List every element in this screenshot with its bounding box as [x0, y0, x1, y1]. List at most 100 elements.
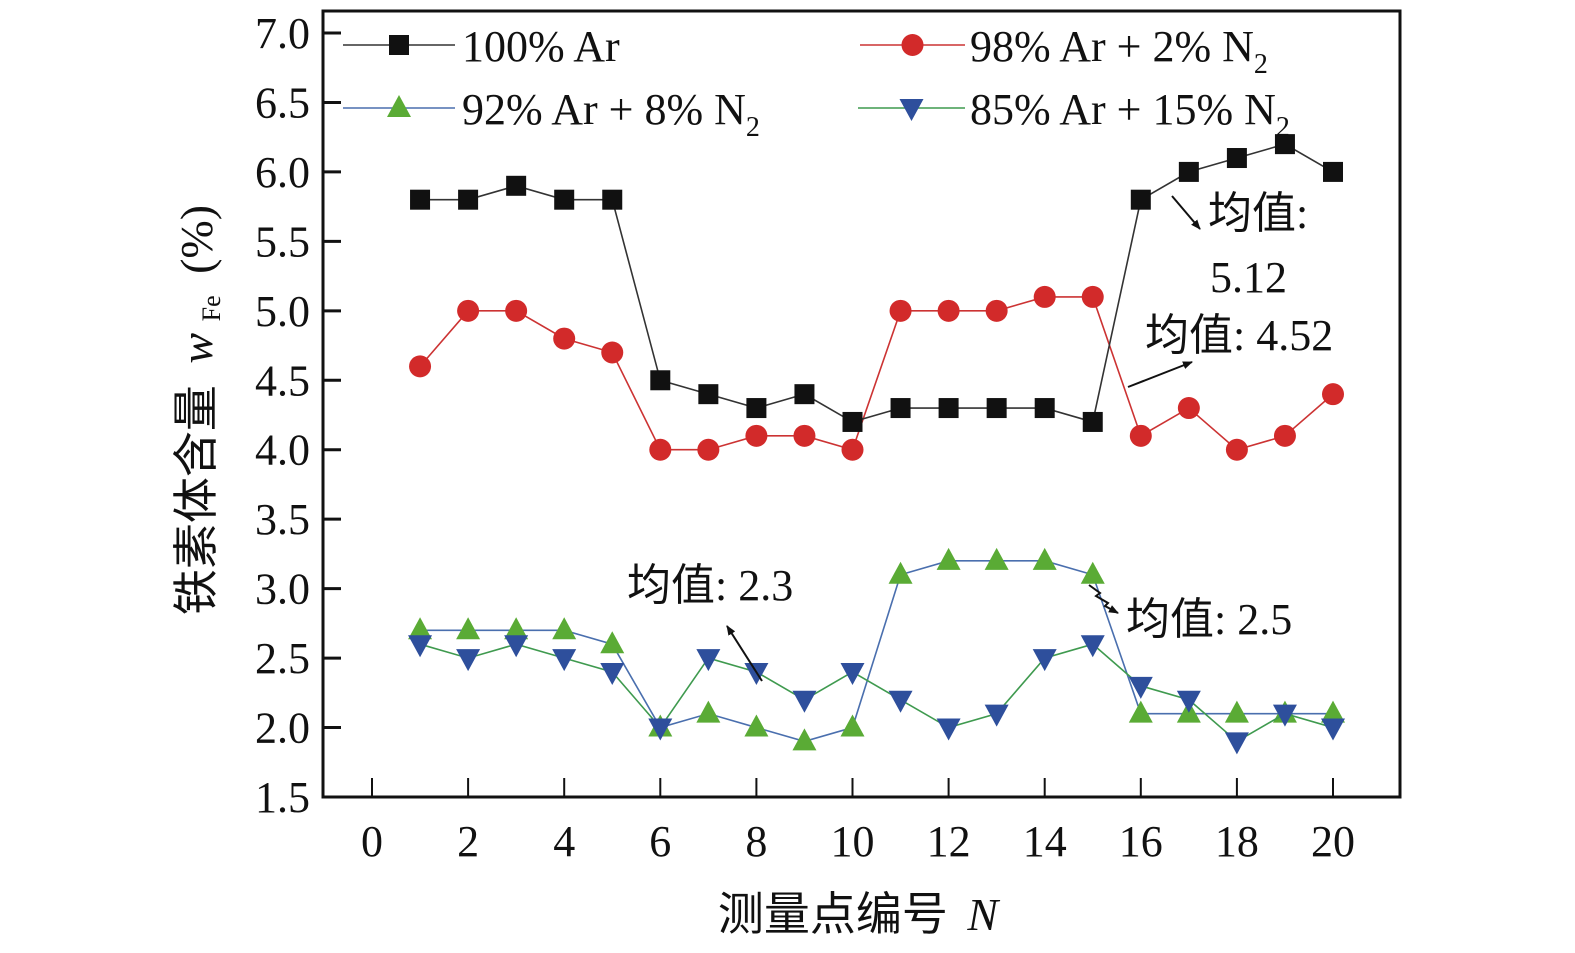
legend-item: 98% Ar + 2% N2	[860, 22, 1268, 80]
y-tick-label: 6.5	[255, 78, 310, 127]
x-axis-title-text: 测量点编号	[718, 889, 948, 940]
legend-marker	[901, 34, 924, 56]
data-point	[554, 189, 575, 210]
data-point	[792, 728, 817, 751]
annotation-mean-98ar: 均值: 4.52	[1127, 311, 1333, 388]
y-axis-title: 铁素体含量 w Fe (%)	[171, 205, 230, 615]
annotation-arrow	[726, 625, 763, 682]
data-point	[890, 398, 911, 419]
y-tick-label: 1.5	[255, 773, 310, 822]
data-point	[698, 384, 719, 405]
legend-marker	[389, 35, 409, 55]
y-tick-label: 6.0	[255, 148, 310, 197]
series-1	[409, 285, 1344, 461]
legend-item: 100% Ar	[343, 22, 620, 71]
data-point	[840, 714, 865, 737]
x-tick-label: 4	[553, 817, 575, 866]
x-tick-label: 20	[1311, 817, 1355, 866]
data-point	[648, 718, 673, 741]
data-point	[504, 617, 529, 640]
x-axis-title: 测量点编号 N	[718, 889, 1001, 940]
series-0	[410, 134, 1343, 432]
data-point	[1081, 285, 1104, 308]
series-layer	[408, 134, 1345, 755]
legend-label: 85% Ar + 15% N2	[970, 85, 1290, 143]
data-point	[1321, 700, 1345, 723]
data-point	[1032, 649, 1057, 672]
x-tick-label: 8	[745, 817, 767, 866]
data-point	[649, 438, 672, 461]
data-point	[1224, 700, 1249, 723]
data-point	[505, 299, 528, 322]
svg-text:铁素体含量 w Fe (: 铁素体含量 w Fe (%)	[171, 205, 230, 615]
data-point	[696, 700, 721, 723]
data-point	[938, 398, 959, 419]
data-point	[1273, 424, 1296, 447]
annotation-arrow	[1088, 584, 1119, 614]
x-tick-label: 0	[361, 817, 383, 866]
y-tick-label: 4.0	[255, 426, 310, 475]
data-point	[986, 398, 1007, 419]
data-point	[409, 355, 432, 378]
y-axis-title-text: 铁素体含量	[171, 385, 222, 615]
data-point	[552, 617, 577, 640]
legend-marker	[899, 99, 924, 121]
data-point	[457, 299, 480, 322]
legend: 100% Ar 98% Ar + 2% N2 92% Ar + 8% N2 85% A…	[343, 22, 1290, 143]
data-point	[1080, 561, 1105, 584]
data-point	[936, 547, 961, 570]
y-tick-label: 7.0	[255, 9, 310, 58]
annotation-arrow	[1171, 195, 1201, 230]
data-point	[1178, 161, 1199, 182]
y-tick-label: 2.5	[255, 634, 310, 683]
data-point	[1129, 424, 1152, 447]
annotation-label: 均值:	[1208, 189, 1308, 238]
annotation-mean-100ar: 均值: 5.12	[1171, 189, 1308, 302]
legend-label: 100% Ar	[462, 22, 620, 71]
data-point	[456, 617, 481, 640]
data-point	[1128, 700, 1153, 723]
data-point	[841, 438, 864, 461]
data-point	[410, 189, 431, 210]
y-axis: 1.5 2.0 2.5 3.0 3.5 4.0 4.5 5.0 5.5 6.0 6.5 7.0	[255, 9, 341, 822]
x-tick-label: 18	[1215, 817, 1259, 866]
data-point	[408, 617, 433, 640]
data-point	[888, 561, 913, 584]
annotation-mean-85ar: 均值: 2.3	[627, 561, 793, 682]
data-point	[650, 370, 671, 391]
data-point	[840, 662, 865, 685]
data-point	[553, 327, 576, 350]
y-axis-title-sub: Fe	[197, 295, 226, 321]
y-tick-label: 3.0	[255, 565, 310, 614]
y-tick-label: 2.0	[255, 704, 310, 753]
y-tick-label: 5.0	[255, 287, 310, 336]
data-point	[792, 690, 817, 713]
data-point	[600, 662, 625, 685]
data-point	[1034, 398, 1055, 419]
data-point	[456, 649, 481, 672]
data-point	[552, 649, 577, 672]
data-point	[506, 175, 527, 196]
x-tick-label: 12	[927, 817, 971, 866]
data-point	[1080, 635, 1105, 658]
data-point	[601, 341, 624, 364]
data-point	[936, 718, 961, 741]
data-point	[600, 631, 625, 654]
data-point	[937, 299, 960, 322]
data-point	[1274, 134, 1295, 155]
data-point	[1323, 161, 1343, 182]
plot-frame	[321, 9, 1402, 799]
data-point	[697, 438, 720, 461]
data-point	[1226, 148, 1247, 169]
annotation-label: 均值: 4.52	[1145, 311, 1333, 360]
legend-label: 92% Ar + 8% N2	[462, 85, 760, 143]
data-point	[602, 189, 623, 210]
data-point	[1272, 704, 1297, 727]
x-axis-title-var: N	[966, 889, 1000, 940]
data-point	[1082, 411, 1103, 432]
data-point	[794, 384, 815, 405]
legend-marker	[387, 95, 411, 117]
data-point	[744, 714, 769, 737]
x-tick-label: 2	[457, 817, 479, 866]
data-point	[888, 690, 913, 713]
